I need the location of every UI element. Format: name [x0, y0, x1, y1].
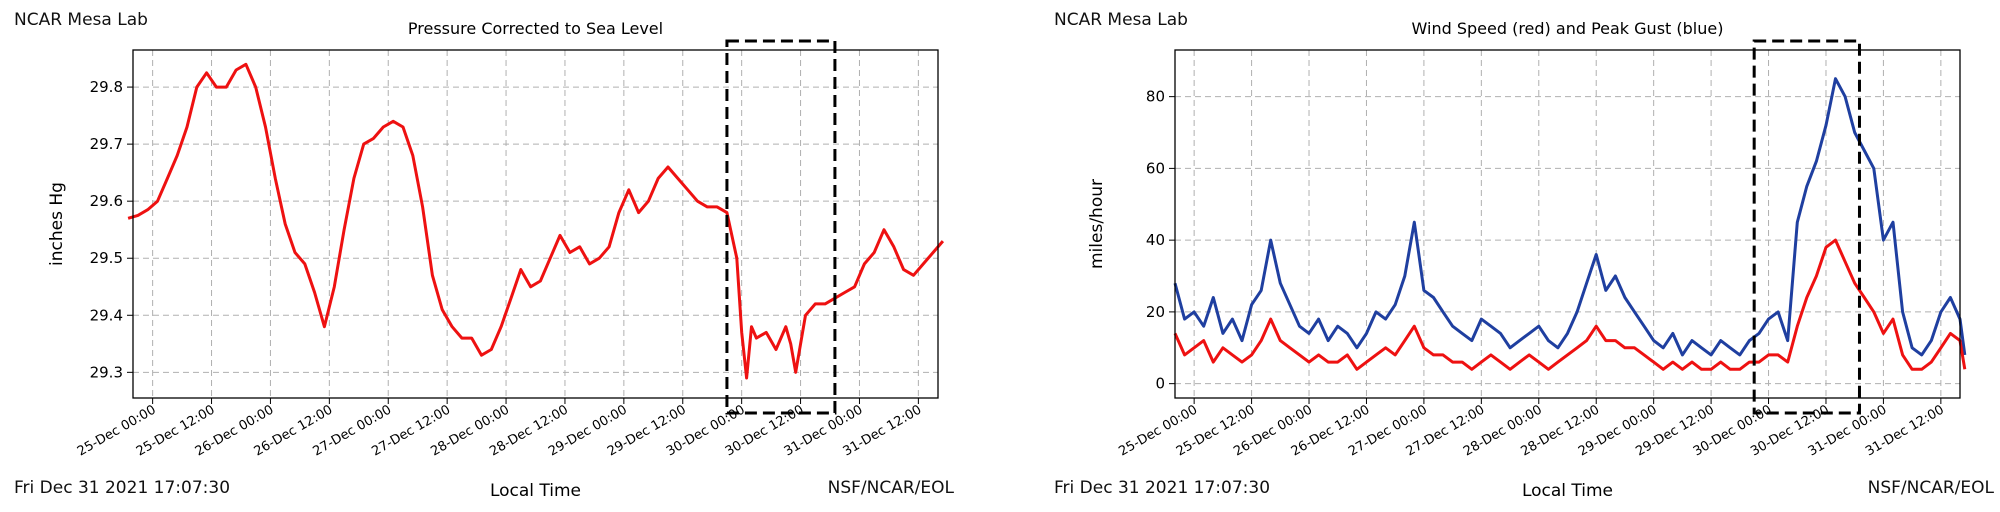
y-tick-label: 29.3: [90, 363, 123, 381]
highlight-box: [725, 39, 837, 415]
timestamp: Fri Dec 31 2021 17:07:30: [1054, 478, 1271, 498]
y-tick-label: 29.8: [90, 78, 123, 96]
pressure-line: [127, 62, 945, 380]
credit-label: NSF/NCAR/EOL: [827, 478, 954, 498]
y-tick-label: 29.7: [90, 135, 123, 153]
peak-gust-line: [1173, 77, 1967, 357]
plot-frame: [1174, 49, 1961, 399]
y-axis-label: inches Hg: [47, 182, 67, 266]
credit-label: NSF/NCAR/EOL: [1867, 478, 1994, 498]
station-name: NCAR Mesa Lab: [1054, 10, 1188, 30]
chart-title: Wind Speed (red) and Peak Gust (blue): [1412, 19, 1724, 38]
y-tick-label: 20: [1146, 303, 1165, 321]
y-tick-label: 29.5: [90, 249, 123, 267]
wind-panel: Wind Speed (red) and Peak Gust (blue) 0 20…: [1040, 0, 2000, 512]
wind-speed-line: [1173, 238, 1967, 371]
station-name: NCAR Mesa Lab: [14, 10, 148, 30]
plot-frame: [132, 49, 939, 399]
pressure-chart: Pressure Corrected to Sea Level 29.3 29.4 2…: [47, 19, 945, 501]
x-axis-label: Local Time: [1522, 481, 1613, 501]
y-tick-label: 0: [1155, 375, 1165, 393]
highlight-box: [1752, 39, 1861, 415]
timestamp: Fri Dec 31 2021 17:07:30: [14, 478, 231, 498]
y-tick-label: 29.6: [90, 192, 123, 210]
x-axis-label: Local Time: [490, 481, 581, 501]
y-axis-label: miles/hour: [1087, 179, 1107, 269]
y-tick-label: 40: [1146, 231, 1165, 249]
pressure-panel: Pressure Corrected to Sea Level 29.3 29.4 2…: [14, 10, 954, 501]
y-tick-label: 60: [1146, 159, 1165, 177]
wind-chart: Wind Speed (red) and Peak Gust (blue) 0 20…: [1087, 19, 1967, 501]
y-tick-label: 29.4: [90, 306, 123, 324]
chart-title: Pressure Corrected to Sea Level: [408, 19, 663, 38]
y-tick-label: 80: [1146, 88, 1165, 106]
